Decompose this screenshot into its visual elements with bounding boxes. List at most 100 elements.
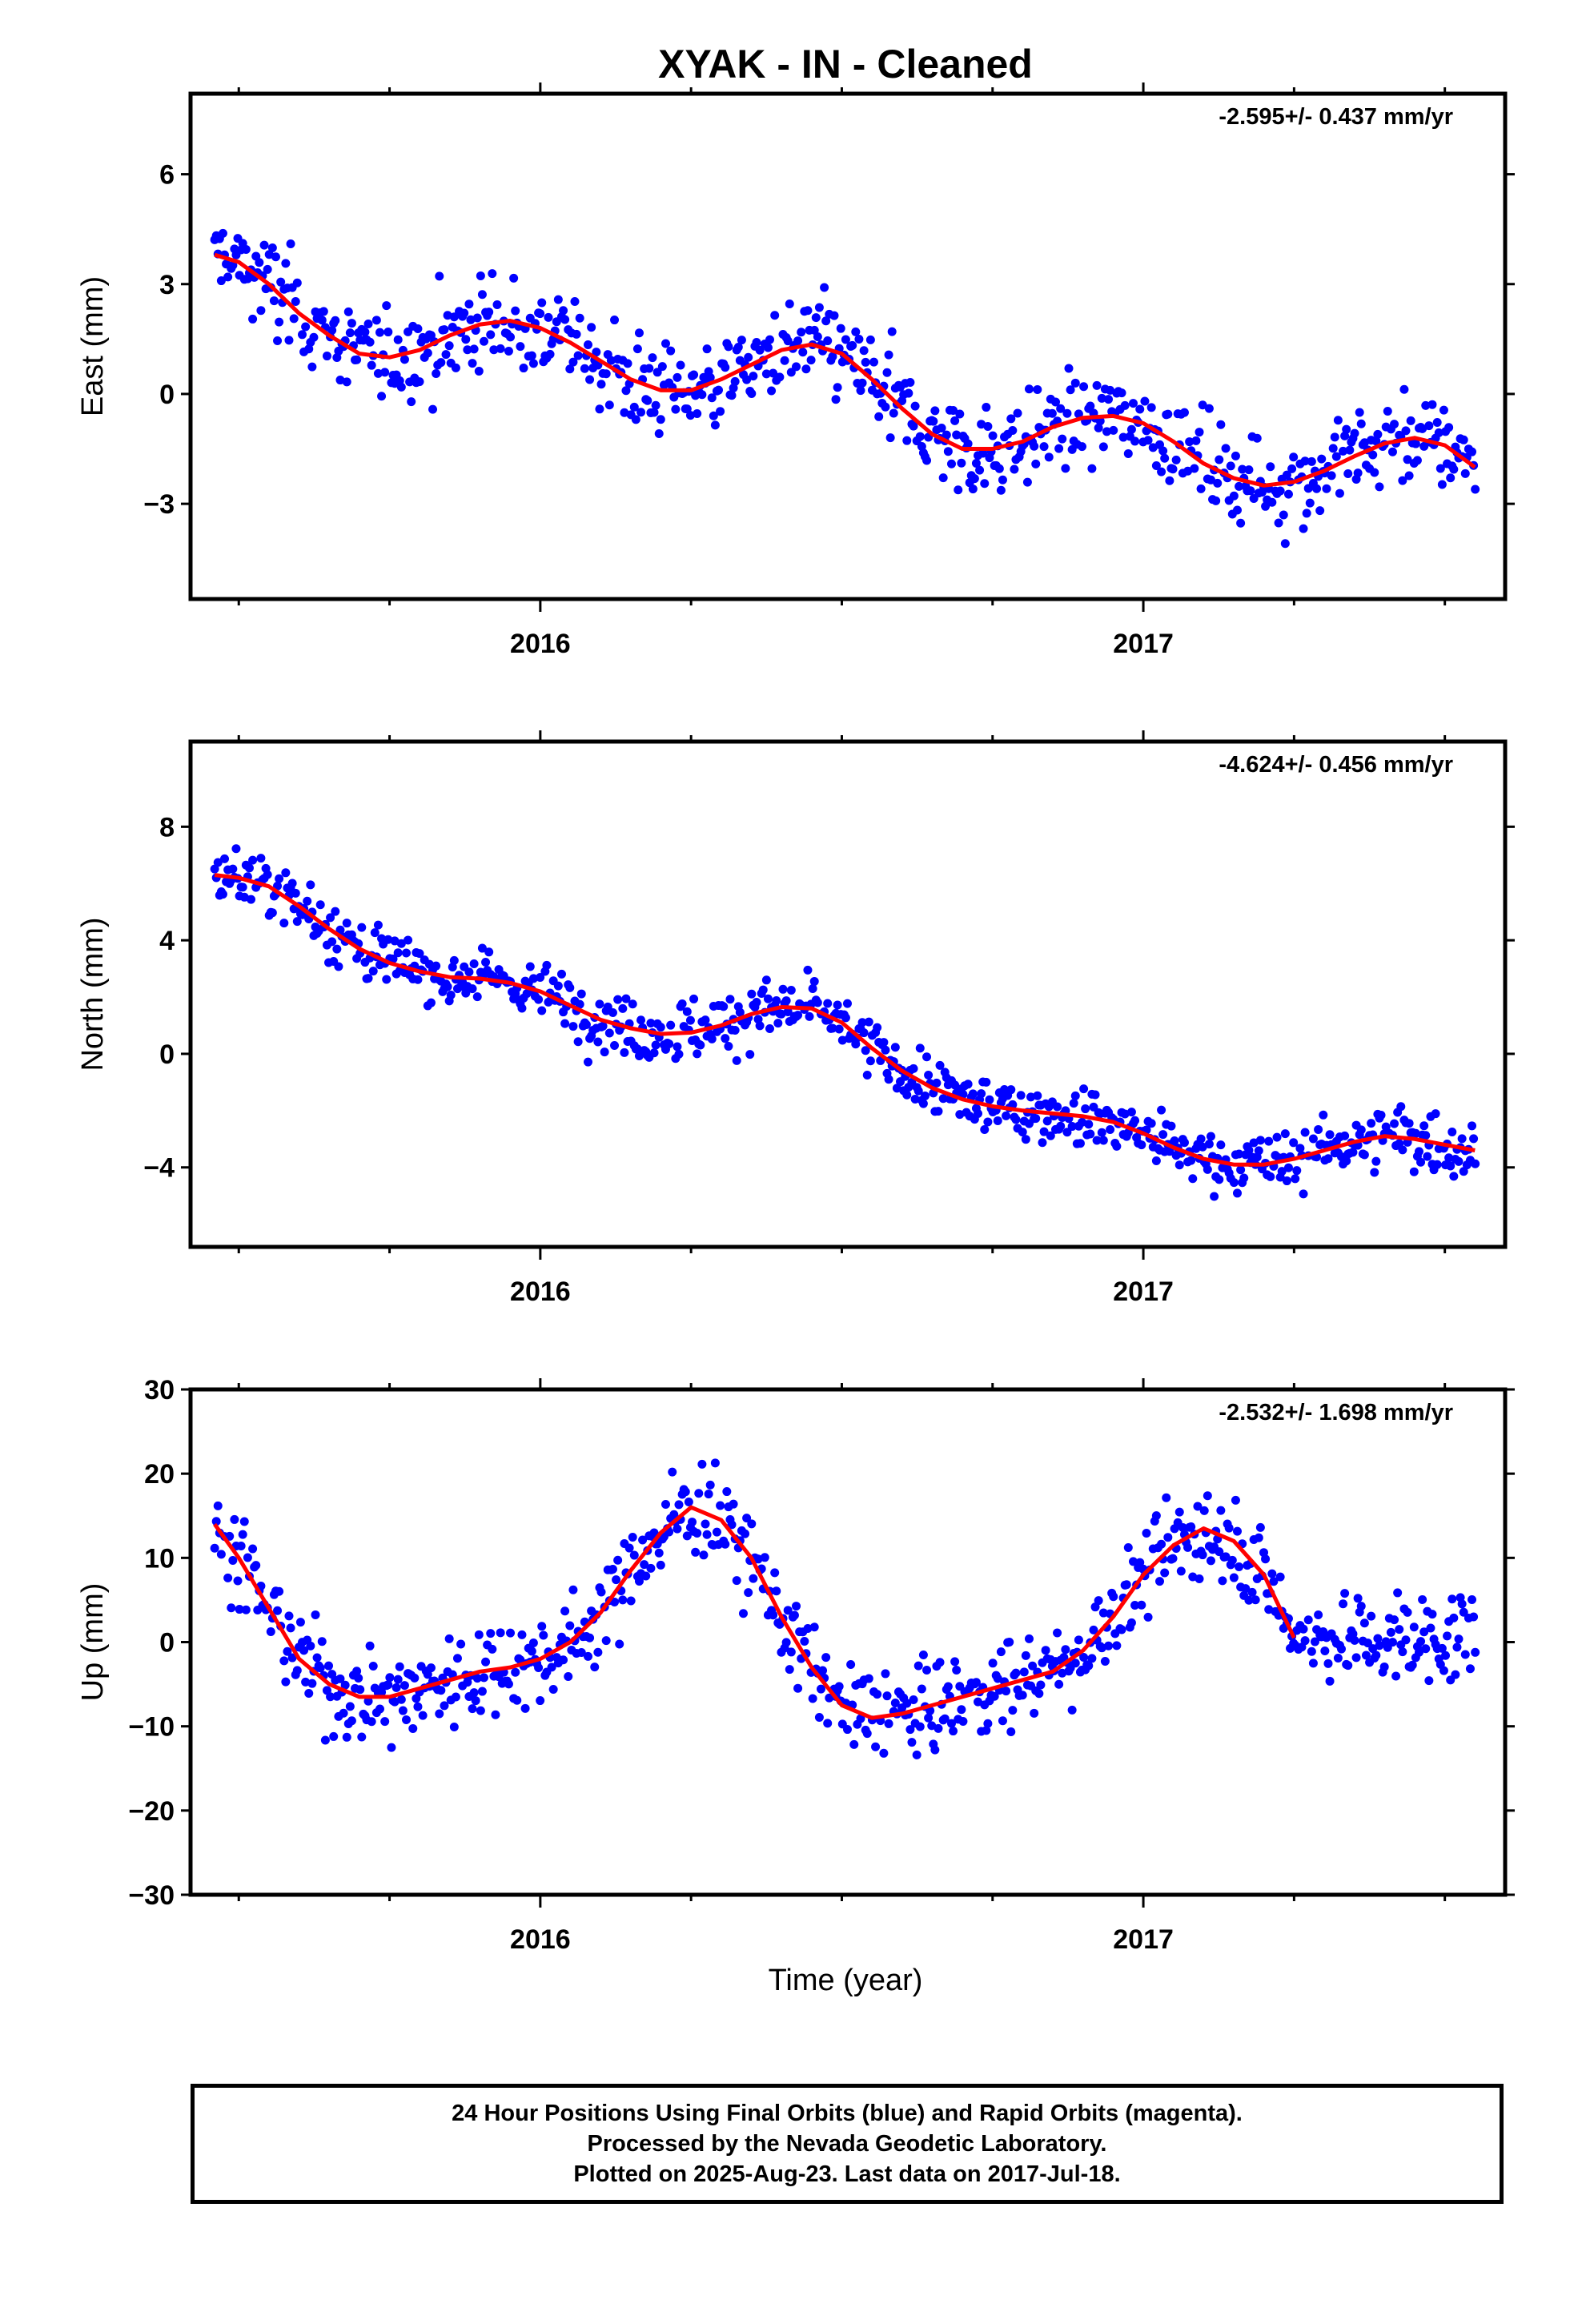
data-point [504, 1679, 513, 1689]
data-point [829, 311, 839, 320]
data-point [656, 415, 665, 424]
data-point [913, 1086, 923, 1096]
data-point [595, 404, 604, 414]
data-point [1236, 518, 1246, 528]
data-point [724, 1041, 733, 1051]
data-point [1416, 1637, 1426, 1647]
data-point [1449, 1613, 1459, 1622]
data-point [564, 1672, 573, 1682]
data-point [1353, 1594, 1363, 1603]
data-point [957, 1705, 966, 1715]
data-point [488, 269, 497, 279]
data-point [993, 1674, 1002, 1683]
data-point [721, 363, 730, 372]
data-point [786, 1647, 796, 1657]
data-point [213, 1501, 223, 1510]
data-point [865, 1056, 875, 1066]
data-point [570, 296, 580, 306]
data-point [1021, 1651, 1030, 1660]
data-point [444, 1634, 454, 1643]
data-point [244, 863, 254, 873]
data-point [539, 1630, 548, 1640]
data-point [1135, 1558, 1145, 1567]
data-point [927, 1721, 937, 1731]
data-point [331, 907, 340, 916]
data-point [1269, 1577, 1279, 1586]
data-point [1239, 1173, 1249, 1183]
data-point [871, 1742, 881, 1751]
data-point [1468, 447, 1477, 456]
data-point [601, 1636, 611, 1646]
data-point [1322, 484, 1331, 493]
data-point [851, 327, 861, 336]
data-point [1130, 436, 1140, 446]
data-point [1050, 397, 1060, 407]
data-point [755, 345, 765, 355]
data-point [1247, 1587, 1257, 1597]
data-point [626, 1596, 636, 1606]
data-point [778, 984, 788, 994]
data-point [882, 1691, 892, 1701]
north-panel: −4 0 4 8 2016 2017 North (mm) -4.624+/- 0.456 m… [76, 730, 1515, 1307]
data-point [1079, 382, 1089, 392]
data-point [1454, 1634, 1464, 1644]
data-point [440, 325, 449, 335]
data-point [1444, 1153, 1454, 1163]
data-point [1423, 1152, 1432, 1161]
data-point [688, 1518, 697, 1527]
data-point [1084, 1120, 1094, 1129]
data-point [267, 908, 277, 918]
data-point [1449, 1172, 1459, 1181]
data-point [468, 984, 477, 994]
plot-frame [188, 91, 1508, 601]
data-point [287, 1653, 297, 1663]
data-point [1046, 1131, 1055, 1140]
data-point [360, 328, 370, 337]
data-point [1454, 1156, 1464, 1166]
data-point [413, 1702, 423, 1711]
data-point [289, 314, 299, 324]
data-point [1155, 1577, 1165, 1586]
data-point [383, 935, 393, 944]
data-point [994, 464, 1004, 473]
data-point [742, 375, 752, 384]
data-point [942, 430, 951, 440]
data-point [263, 870, 272, 879]
data-point [769, 1610, 778, 1620]
data-point [646, 1563, 656, 1573]
data-point [580, 364, 589, 373]
data-point [772, 1586, 781, 1596]
data-point [1404, 471, 1414, 480]
data-point [476, 1706, 485, 1715]
data-point [1282, 470, 1291, 480]
data-point [857, 378, 867, 388]
data-point [463, 1678, 472, 1687]
data-point [1359, 1150, 1369, 1160]
data-point [1444, 423, 1454, 432]
data-point [1204, 1140, 1214, 1149]
data-point [980, 1124, 990, 1134]
data-point [793, 1683, 803, 1693]
data-point [1325, 1130, 1335, 1140]
data-point [1126, 424, 1136, 434]
data-point [701, 1015, 710, 1025]
data-point [629, 402, 639, 412]
data-point [1166, 1121, 1176, 1131]
data-point [709, 411, 718, 420]
data-point [481, 958, 491, 967]
data-point [352, 1667, 362, 1676]
data-point [1426, 1623, 1435, 1633]
data-point [393, 335, 403, 344]
data-point [281, 868, 291, 878]
data-point [1062, 408, 1072, 418]
data-point [800, 1637, 809, 1647]
data-point [327, 937, 337, 947]
data-point [610, 1040, 620, 1050]
data-point [281, 259, 291, 268]
data-point [954, 485, 963, 495]
data-point [519, 364, 528, 373]
data-point [391, 1683, 401, 1692]
data-point [747, 989, 757, 999]
data-point [492, 300, 502, 309]
data-point [1266, 1172, 1275, 1181]
